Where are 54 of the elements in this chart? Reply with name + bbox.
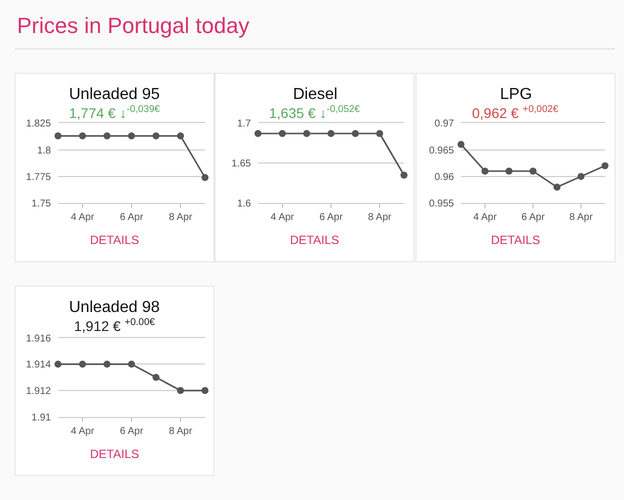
y-tick-label: 1.916 xyxy=(26,333,52,344)
point xyxy=(54,360,62,368)
y-tick-label: 0.965 xyxy=(428,145,454,156)
y-tick-label: 1.825 xyxy=(26,118,52,130)
x-tick-label: 4 Apr xyxy=(473,212,498,224)
point xyxy=(177,387,184,394)
chart-subtitle: 1,774 € ↓$^{-0,039€}$ xyxy=(69,104,160,121)
point xyxy=(152,374,160,381)
point xyxy=(530,168,536,175)
text: DETAILS xyxy=(90,447,140,461)
text: DETAILS xyxy=(491,233,540,247)
y-tick-label: 0.955 xyxy=(428,198,454,210)
x-tick-label: 6 Apr xyxy=(120,426,144,437)
x-tick-label: 6 Apr xyxy=(120,212,144,224)
point xyxy=(578,172,584,180)
x-tick-label: 8 Apr xyxy=(168,426,193,437)
text: DETAILS xyxy=(90,233,140,247)
y-tick-label: 1.7 xyxy=(237,118,252,130)
text: Prices in Portugal today xyxy=(17,13,250,38)
point xyxy=(458,140,464,148)
x-tick-label: 4 Apr xyxy=(270,212,295,224)
text: DETAILS xyxy=(290,233,340,247)
chart-subtitle: 1,635 € ↓$^{-0,052€}$ xyxy=(269,104,360,121)
y-tick-label: 1.75 xyxy=(32,198,52,210)
chart-title: Diesel xyxy=(293,86,338,103)
point xyxy=(202,387,208,394)
chart-title: LPG xyxy=(500,86,532,103)
chart-subtitle: 1,912 € $^{+0.00€}$ xyxy=(74,317,156,334)
point xyxy=(104,360,110,368)
x-tick-label: 8 Apr xyxy=(168,212,193,224)
chart-subtitle: 0,962 € $^{+0,002€}$ xyxy=(472,104,559,121)
x-tick-label: 4 Apr xyxy=(70,426,95,437)
x-tick-label: 4 Apr xyxy=(70,212,95,224)
y-tick-label: 1.914 xyxy=(26,360,52,371)
x-tick-label: 6 Apr xyxy=(521,212,546,224)
x-tick-label: 6 Apr xyxy=(319,212,344,224)
y-tick-label: 0.97 xyxy=(434,118,454,130)
point xyxy=(602,162,608,170)
y-tick-label: 1.8 xyxy=(37,145,52,156)
y-tick-label: 1.775 xyxy=(26,172,52,183)
point xyxy=(128,360,135,368)
point xyxy=(554,184,560,191)
y-tick-label: 0.96 xyxy=(434,172,454,183)
y-tick-label: 1.91 xyxy=(32,412,52,424)
x-tick-label: 8 Apr xyxy=(368,212,392,224)
point xyxy=(79,360,86,368)
y-tick-label: 1.65 xyxy=(232,158,252,170)
point xyxy=(506,168,512,175)
y-tick-label: 1.912 xyxy=(26,386,52,398)
chart-title: Unleaded 98 xyxy=(69,299,160,316)
point xyxy=(482,168,488,175)
chart-title: Unleaded 95 xyxy=(69,86,160,103)
x-tick-label: 8 Apr xyxy=(569,212,594,224)
y-tick-label: 1.6 xyxy=(237,198,252,210)
